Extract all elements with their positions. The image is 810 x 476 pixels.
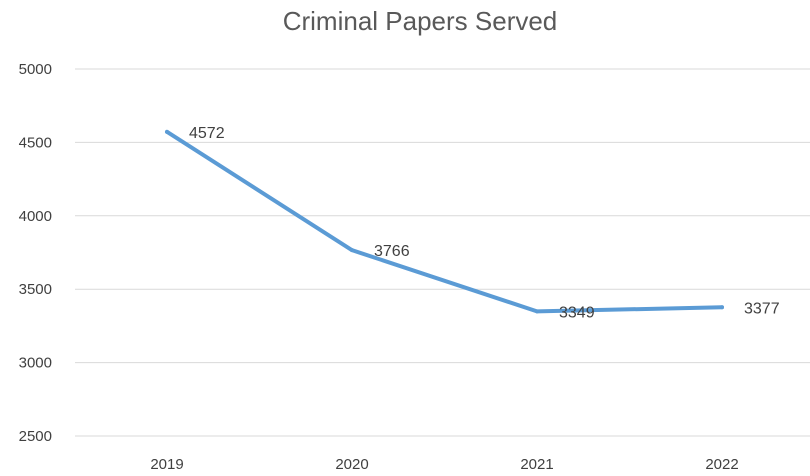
x-axis-ticks: 2019 2020 2021 2022 bbox=[150, 456, 738, 473]
x-tick-label: 2021 bbox=[520, 456, 553, 473]
data-point bbox=[165, 129, 169, 134]
y-tick-label: 3000 bbox=[19, 355, 52, 372]
data-point bbox=[535, 309, 539, 314]
series-lines bbox=[165, 129, 724, 314]
y-tick-label: 3500 bbox=[19, 281, 52, 298]
data-label: 3377 bbox=[744, 300, 780, 317]
data-point bbox=[720, 305, 724, 310]
data-label: 4572 bbox=[189, 125, 225, 142]
y-tick-label: 5000 bbox=[19, 61, 52, 78]
x-tick-label: 2020 bbox=[335, 456, 368, 473]
y-tick-label: 4000 bbox=[19, 208, 52, 225]
data-point bbox=[350, 248, 354, 253]
data-labels: 4572 3766 3349 3377 bbox=[189, 125, 780, 322]
gridlines bbox=[75, 68, 810, 437]
y-tick-label: 4500 bbox=[19, 134, 52, 151]
data-label: 3349 bbox=[559, 304, 595, 321]
y-tick-label: 2500 bbox=[19, 428, 52, 445]
chart-title: Criminal Papers Served bbox=[283, 6, 558, 36]
series-line bbox=[165, 129, 724, 314]
data-label: 3766 bbox=[374, 243, 410, 260]
x-tick-label: 2022 bbox=[705, 456, 738, 473]
x-tick-label: 2019 bbox=[150, 456, 183, 473]
y-axis-ticks: 2500 3000 3500 4000 4500 5000 bbox=[19, 61, 52, 445]
